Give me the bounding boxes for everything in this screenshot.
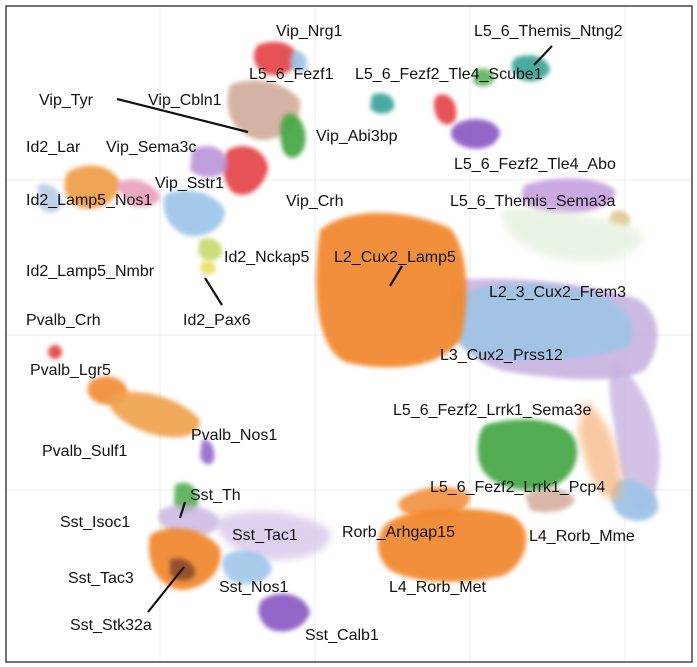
leader-L2_Cux2_Lamp5 xyxy=(389,265,403,287)
label-Vip_Tyr: Vip_Tyr xyxy=(39,92,94,109)
label-L5_6_Fezf2_Tle4_Abo: L5_6_Fezf2_Tle4_Abo xyxy=(454,156,616,173)
label-Pvalb_Crh: Pvalb_Crh xyxy=(26,312,101,329)
label-Pvalb_Nos1: Pvalb_Nos1 xyxy=(191,427,277,444)
cluster-L5_6_Themis_Sema3a xyxy=(521,178,616,215)
cluster-Vip_Nrg1 xyxy=(253,41,298,76)
cluster-arm-right xyxy=(609,360,660,515)
cluster-L4_Rorb_Mme xyxy=(611,479,659,521)
cluster-L4_Rorb_Met xyxy=(378,508,527,582)
label-Id2_Lar: Id2_Lar xyxy=(26,139,81,156)
label-Id2_Pax6: Id2_Pax6 xyxy=(183,312,251,329)
cluster-teal-small xyxy=(370,93,395,114)
cluster-L2_Cux2_Lamp5 xyxy=(316,212,467,368)
label-Vip_Sema3c: Vip_Sema3c xyxy=(106,139,196,156)
cluster-Id2_Pax6 xyxy=(200,260,216,275)
cluster-labels: Vip_Nrg1 L5_6_Themis_Ntng2 L5_6_Fezf1 L5… xyxy=(26,23,635,644)
cluster-Sst_Tac3 xyxy=(148,528,221,590)
cluster-Id2-pink-arm xyxy=(115,179,160,207)
cluster-Id2_Nckap5 xyxy=(198,238,223,261)
label-Sst_Th: Sst_Th xyxy=(190,487,241,504)
label-Sst_Tac1: Sst_Tac1 xyxy=(232,527,298,544)
cluster-Vip_Nrg1-b xyxy=(290,51,308,73)
cluster-Id2_Lar xyxy=(64,165,120,209)
cluster-Id2_Lamp5_Nmbr xyxy=(38,183,62,213)
label-Vip_Cbln1: Vip_Cbln1 xyxy=(148,92,222,109)
cluster-L5_6_Fezf1 xyxy=(433,94,457,125)
cluster-Vip_Abi3bp xyxy=(280,114,306,158)
cluster-Sst_Th xyxy=(174,482,199,513)
label-Id2_Lamp5_Nmbr: Id2_Lamp5_Nmbr xyxy=(26,263,155,280)
label-L5_6_Fezf2_Lrrk1_Sema3e: L5_6_Fezf2_Lrrk1_Sema3e xyxy=(393,402,591,419)
leader-Id2_Pax6 xyxy=(204,277,223,306)
cluster-Sst_Nos1 xyxy=(222,550,272,585)
cluster-Rorb_Arhgap15 xyxy=(398,486,471,518)
label-L5_6_Fezf2_Lrrk1_Pcp4: L5_6_Fezf2_Lrrk1_Pcp4 xyxy=(430,479,605,496)
label-L2_Cux2_Lamp5: L2_Cux2_Lamp5 xyxy=(334,249,456,266)
label-Vip_Nrg1: Vip_Nrg1 xyxy=(276,23,343,40)
cluster-Vip_Crh xyxy=(223,146,268,195)
label-Vip_Abi3bp: Vip_Abi3bp xyxy=(316,128,398,145)
label-L5_6_Themis_Ntng2: L5_6_Themis_Ntng2 xyxy=(474,23,623,40)
cluster-L5_6_Fezf2_Tle4_Abo xyxy=(450,119,500,149)
leader-Vip_Tyr xyxy=(116,97,249,134)
cluster-Pvalb_Nos1 xyxy=(200,439,215,465)
cluster-L5_6_Fezf2_Tle4_Scube1 xyxy=(473,68,495,87)
cluster-L5_6_Themis_Ntng2 xyxy=(511,55,550,82)
label-L4_Rorb_Mme: L4_Rorb_Mme xyxy=(529,528,635,545)
label-Pvalb_Lgr5: Pvalb_Lgr5 xyxy=(30,362,111,379)
label-Sst_Isoc1: Sst_Isoc1 xyxy=(60,514,130,531)
label-Pvalb_Sulf1: Pvalb_Sulf1 xyxy=(42,443,127,460)
cluster-Pvalb_Sulf1 xyxy=(109,391,200,438)
label-Vip_Sstr1: Vip_Sstr1 xyxy=(155,175,224,192)
label-L5_6_Themis_Sema3a: L5_6_Themis_Sema3a xyxy=(450,193,616,210)
cluster-Sst_Calb1 xyxy=(258,593,310,632)
label-Sst_Stk32a: Sst_Stk32a xyxy=(70,617,152,634)
cluster-arm-orange xyxy=(578,400,621,501)
cluster-L2_3_Cux2_Frem3 xyxy=(448,283,633,360)
label-Sst_Calb1: Sst_Calb1 xyxy=(305,627,379,644)
leader-Sst_Stk32a xyxy=(147,566,185,613)
label-L5_6_Fezf2_Tle4_Scube1: L5_6_Fezf2_Tle4_Scube1 xyxy=(355,66,543,83)
label-Sst_Nos1: Sst_Nos1 xyxy=(219,579,288,596)
point-clouds xyxy=(38,41,660,632)
cluster-L5_6_Fezf2_Lrrk1_Sema3e xyxy=(477,419,577,491)
label-Id2_Lamp5_Nos1: Id2_Lamp5_Nos1 xyxy=(26,192,152,209)
cluster-speckle-green xyxy=(500,208,642,263)
cluster-Pvalb_Crh xyxy=(48,345,62,359)
leader-L5_6_Themis_Ntng2 xyxy=(533,45,553,66)
label-L3_Cux2_Prss12: L3_Cux2_Prss12 xyxy=(440,347,563,364)
cluster-Sst_Tac1 xyxy=(215,511,331,560)
label-Sst_Tac3: Sst_Tac3 xyxy=(68,570,134,587)
label-L2_3_Cux2_Frem3: L2_3_Cux2_Frem3 xyxy=(489,284,626,301)
leader-Sst_Th xyxy=(178,501,187,519)
label-L5_6_Fezf1: L5_6_Fezf1 xyxy=(249,66,334,83)
label-L4_Rorb_Met: L4_Rorb_Met xyxy=(389,579,487,596)
cluster-L5_6_Fezf2_Lrrk1_Pcp4 xyxy=(525,488,575,513)
label-Id2_Nckap5: Id2_Nckap5 xyxy=(224,249,309,266)
label-Rorb_Arhgap15: Rorb_Arhgap15 xyxy=(342,524,455,541)
cluster-Vip_Sema3c xyxy=(190,146,229,178)
leader-lines xyxy=(116,45,553,613)
cluster-Id2_Lamp5_Nos1 xyxy=(163,190,225,237)
label-Vip_Crh: Vip_Crh xyxy=(286,193,344,210)
